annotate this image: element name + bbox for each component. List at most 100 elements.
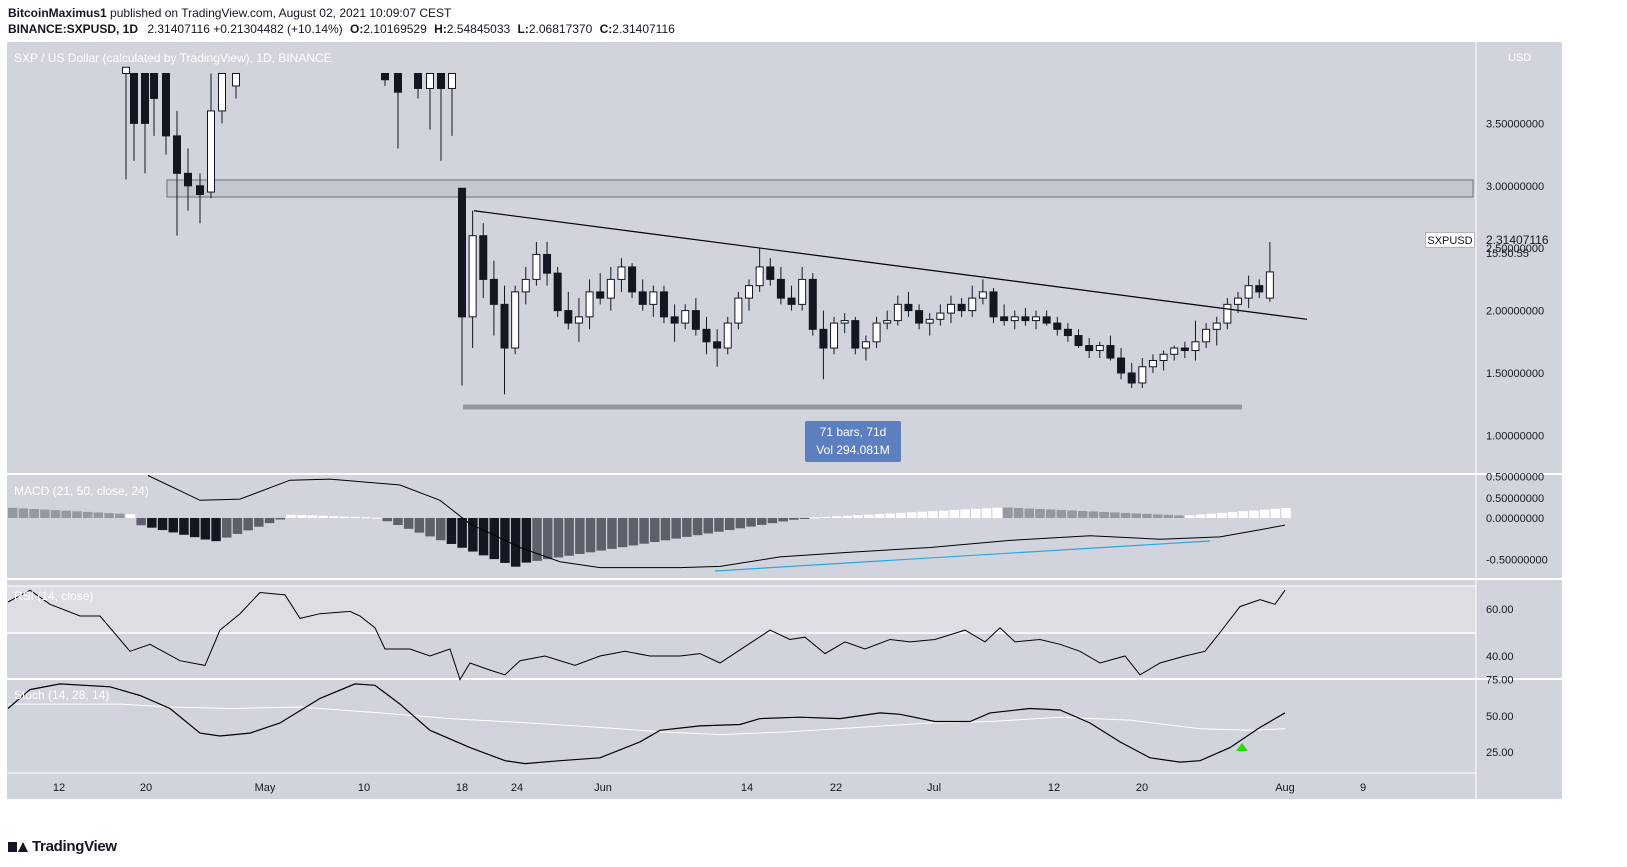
candle[interactable]	[1223, 303, 1232, 324]
candle[interactable]	[468, 235, 477, 318]
candle[interactable]	[1085, 345, 1094, 352]
candle[interactable]	[798, 278, 807, 305]
tradingview-brand[interactable]: TradingView	[8, 838, 117, 855]
candle[interactable]	[437, 72, 445, 89]
candle[interactable]	[946, 303, 955, 314]
candle[interactable]	[819, 328, 828, 349]
candle[interactable]	[957, 303, 966, 312]
candle[interactable]	[1202, 328, 1211, 343]
candle[interactable]	[1180, 347, 1189, 352]
candle[interactable]	[861, 341, 870, 349]
candle[interactable]	[1255, 285, 1264, 293]
candle[interactable]	[904, 303, 913, 312]
candle[interactable]	[414, 72, 422, 89]
candle[interactable]	[755, 266, 764, 287]
candle[interactable]	[925, 318, 934, 324]
descending-trendline[interactable]	[473, 210, 1308, 320]
candle[interactable]	[141, 72, 149, 124]
candle[interactable]	[606, 278, 615, 299]
candle[interactable]	[681, 310, 690, 324]
candle[interactable]	[617, 266, 626, 280]
candle[interactable]	[1148, 360, 1157, 368]
candle[interactable]	[628, 266, 637, 293]
candle[interactable]	[1138, 366, 1147, 384]
candle[interactable]	[766, 266, 775, 280]
candle[interactable]	[564, 310, 573, 324]
candle[interactable]	[232, 72, 240, 87]
candle[interactable]	[670, 316, 679, 324]
candle[interactable]	[978, 291, 987, 299]
candle[interactable]	[893, 303, 902, 322]
candle[interactable]	[915, 310, 924, 324]
candle[interactable]	[1117, 357, 1126, 374]
candle[interactable]	[1212, 322, 1221, 330]
candle[interactable]	[1021, 316, 1030, 322]
candle[interactable]	[162, 72, 170, 137]
candle[interactable]	[872, 322, 881, 343]
candle[interactable]	[787, 297, 796, 305]
candle[interactable]	[989, 291, 998, 318]
candle[interactable]	[734, 297, 743, 324]
candle[interactable]	[936, 312, 945, 320]
candle[interactable]	[638, 291, 647, 305]
candle[interactable]	[776, 278, 785, 299]
candle[interactable]	[1106, 345, 1115, 359]
candle[interactable]	[1042, 316, 1051, 324]
candle[interactable]	[500, 303, 509, 349]
author-name[interactable]: BitcoinMaximus1	[8, 6, 107, 20]
candle[interactable]	[659, 291, 668, 318]
candle[interactable]	[458, 187, 466, 318]
chart-canvas[interactable]: 3.50000000 3.00000000 2.50000000 2.00000000…	[0, 0, 1627, 830]
candle[interactable]	[1265, 271, 1274, 299]
candle[interactable]	[968, 297, 977, 312]
candle[interactable]	[808, 278, 817, 330]
candle[interactable]	[1233, 297, 1242, 305]
candle[interactable]	[1063, 328, 1072, 337]
candle[interactable]	[511, 291, 520, 349]
candle[interactable]	[553, 272, 562, 312]
macd-divergence-line[interactable]	[714, 540, 1211, 572]
candle[interactable]	[426, 72, 434, 89]
candle[interactable]	[702, 328, 711, 343]
candle[interactable]	[1032, 316, 1041, 322]
candle[interactable]	[1010, 316, 1019, 322]
candle[interactable]	[381, 72, 389, 81]
candle[interactable]	[196, 185, 204, 196]
candle[interactable]	[543, 253, 552, 274]
candle[interactable]	[1074, 335, 1083, 347]
candle[interactable]	[448, 72, 456, 89]
candle[interactable]	[830, 322, 839, 349]
candle[interactable]	[218, 72, 226, 112]
candle[interactable]	[489, 278, 498, 305]
candle[interactable]	[1053, 322, 1062, 330]
candle[interactable]	[1127, 372, 1136, 384]
candle[interactable]	[1191, 341, 1200, 352]
candle[interactable]	[394, 72, 402, 93]
candle[interactable]	[1000, 316, 1009, 322]
candle[interactable]	[840, 320, 849, 324]
candle[interactable]	[1244, 285, 1253, 299]
candle[interactable]	[1159, 353, 1168, 362]
candle[interactable]	[649, 291, 658, 305]
candle[interactable]	[1095, 345, 1104, 352]
candle[interactable]	[691, 310, 700, 330]
candle[interactable]	[207, 110, 215, 193]
candle[interactable]	[1170, 347, 1179, 355]
candle[interactable]	[596, 291, 605, 299]
candle[interactable]	[122, 66, 130, 74]
candle[interactable]	[851, 320, 860, 349]
candle[interactable]	[723, 322, 732, 349]
candle[interactable]	[173, 135, 181, 174]
candle[interactable]	[713, 341, 722, 349]
candle[interactable]	[883, 320, 892, 324]
resistance-zone[interactable]	[166, 179, 1474, 198]
candle[interactable]	[585, 291, 594, 318]
candle[interactable]	[521, 278, 530, 293]
candle[interactable]	[130, 72, 138, 124]
candle[interactable]	[150, 72, 158, 99]
candle[interactable]	[745, 285, 754, 299]
candle[interactable]	[184, 172, 192, 187]
candle[interactable]	[574, 316, 583, 324]
candle[interactable]	[479, 235, 488, 280]
candle[interactable]	[532, 253, 541, 280]
